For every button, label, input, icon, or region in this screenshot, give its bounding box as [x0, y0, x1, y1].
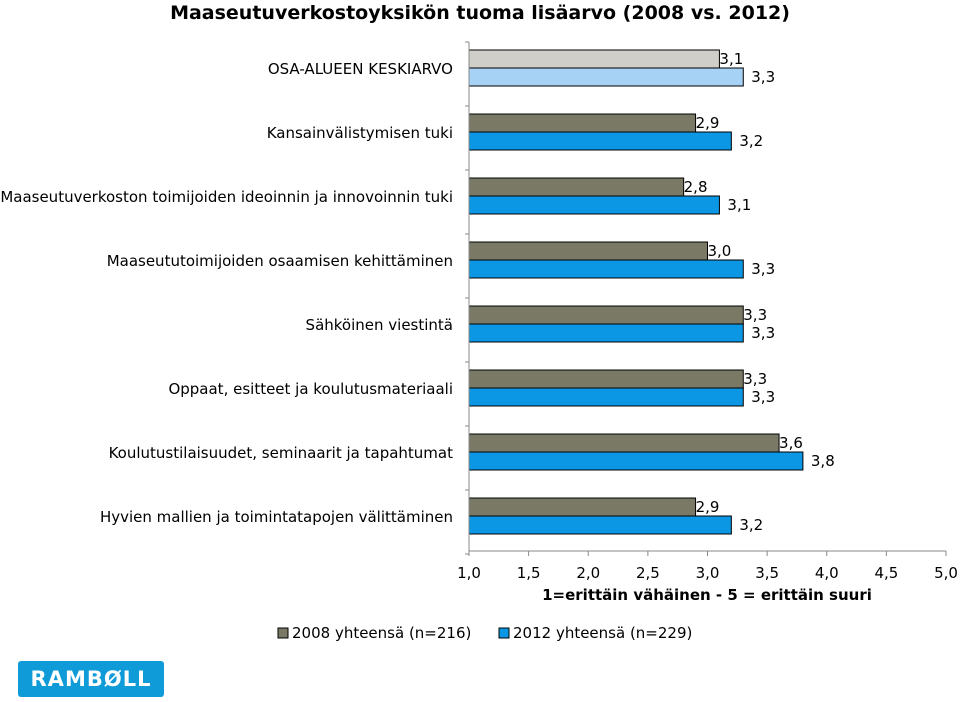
bar-2012 [468, 451, 804, 471]
category-label: Koulutustilaisuudet, seminaarit ja tapah… [109, 444, 454, 462]
x-axis-label: 1=erittäin vähäinen - 5 = erittäin suuri [542, 586, 872, 604]
x-tick-label: 5,0 [934, 564, 958, 582]
x-tick-label: 1,0 [457, 564, 481, 582]
bar-2012 [468, 515, 732, 535]
x-tick-label: 4,5 [874, 564, 898, 582]
legend-label-2008: 2008 yhteensä (n=216) [292, 624, 471, 642]
bar-2012 [468, 67, 744, 87]
category-label: OSA-ALUEEN KESKIARVO [268, 60, 453, 78]
category-label: Hyvien mallien ja toimintatapojen välitt… [100, 508, 453, 526]
bar-2008 [468, 49, 720, 69]
data-label: 3,3 [751, 68, 775, 86]
bar-2012 [468, 195, 720, 215]
x-tick-label: 1,5 [517, 564, 541, 582]
category-label: Oppaat, esitteet ja koulutusmateriaali [168, 380, 453, 398]
data-label: 3,0 [708, 242, 732, 260]
legend: 2008 yhteensä (n=216) 2012 yhteensä (n=2… [277, 624, 692, 642]
data-label: 3,1 [727, 196, 751, 214]
category-label: Sähköinen viestintä [306, 316, 453, 334]
value-labels: 3,13,32,93,22,83,13,03,33,33,33,33,33,63… [684, 50, 835, 534]
logo-text: RAMBØLL [30, 667, 152, 691]
bar-2008 [468, 113, 697, 133]
data-label: 3,3 [751, 260, 775, 278]
ramboll-logo: RAMBØLL [18, 661, 164, 697]
bar-2012 [468, 259, 744, 279]
data-label: 3,3 [751, 324, 775, 342]
data-label: 3,1 [719, 50, 743, 68]
series-2008 [468, 49, 780, 517]
bar-2012 [468, 387, 744, 407]
bar-2012 [468, 131, 732, 151]
bar-2008 [468, 369, 744, 389]
data-label: 2,9 [696, 498, 720, 516]
data-label: 2,8 [684, 178, 708, 196]
bar-2008 [468, 241, 708, 261]
category-label: Kansainvälistymisen tuki [267, 124, 453, 142]
category-label: Maaseutuverkoston toimijoiden ideoinnin … [0, 188, 453, 206]
x-tick-label: 3,0 [696, 564, 720, 582]
data-label: 2,9 [696, 114, 720, 132]
data-label: 3,3 [751, 388, 775, 406]
x-tick-label: 3,5 [755, 564, 779, 582]
category-label: Maaseututoimijoiden osaamisen kehittämin… [107, 252, 453, 270]
x-tick-label: 2,0 [576, 564, 600, 582]
bar-2008 [468, 177, 685, 197]
bar-2008 [468, 497, 697, 517]
legend-swatch-2012 [498, 627, 510, 639]
x-tick-label: 2,5 [636, 564, 660, 582]
legend-swatch-2008 [277, 627, 289, 639]
bar-2012 [468, 323, 744, 343]
data-label: 3,2 [739, 516, 763, 534]
legend-label-2012: 2012 yhteensä (n=229) [513, 624, 692, 642]
category-labels: OSA-ALUEEN KESKIARVO Kansainvälistymisen … [0, 60, 453, 526]
x-tick-label: 4,0 [815, 564, 839, 582]
chart-title: Maaseutuverkostoyksikön tuoma lisäarvo (… [170, 2, 790, 24]
bar-2008 [468, 305, 744, 325]
data-label: 3,8 [811, 452, 835, 470]
data-label: 3,6 [779, 434, 803, 452]
x-tick-labels: 1,0 1,5 2,0 2,5 3,0 3,5 4,0 4,5 5,0 [457, 564, 958, 582]
bar-2008 [468, 433, 780, 453]
data-label: 3,3 [743, 370, 767, 388]
axes [465, 41, 947, 556]
data-label: 3,3 [743, 306, 767, 324]
data-label: 3,2 [739, 132, 763, 150]
